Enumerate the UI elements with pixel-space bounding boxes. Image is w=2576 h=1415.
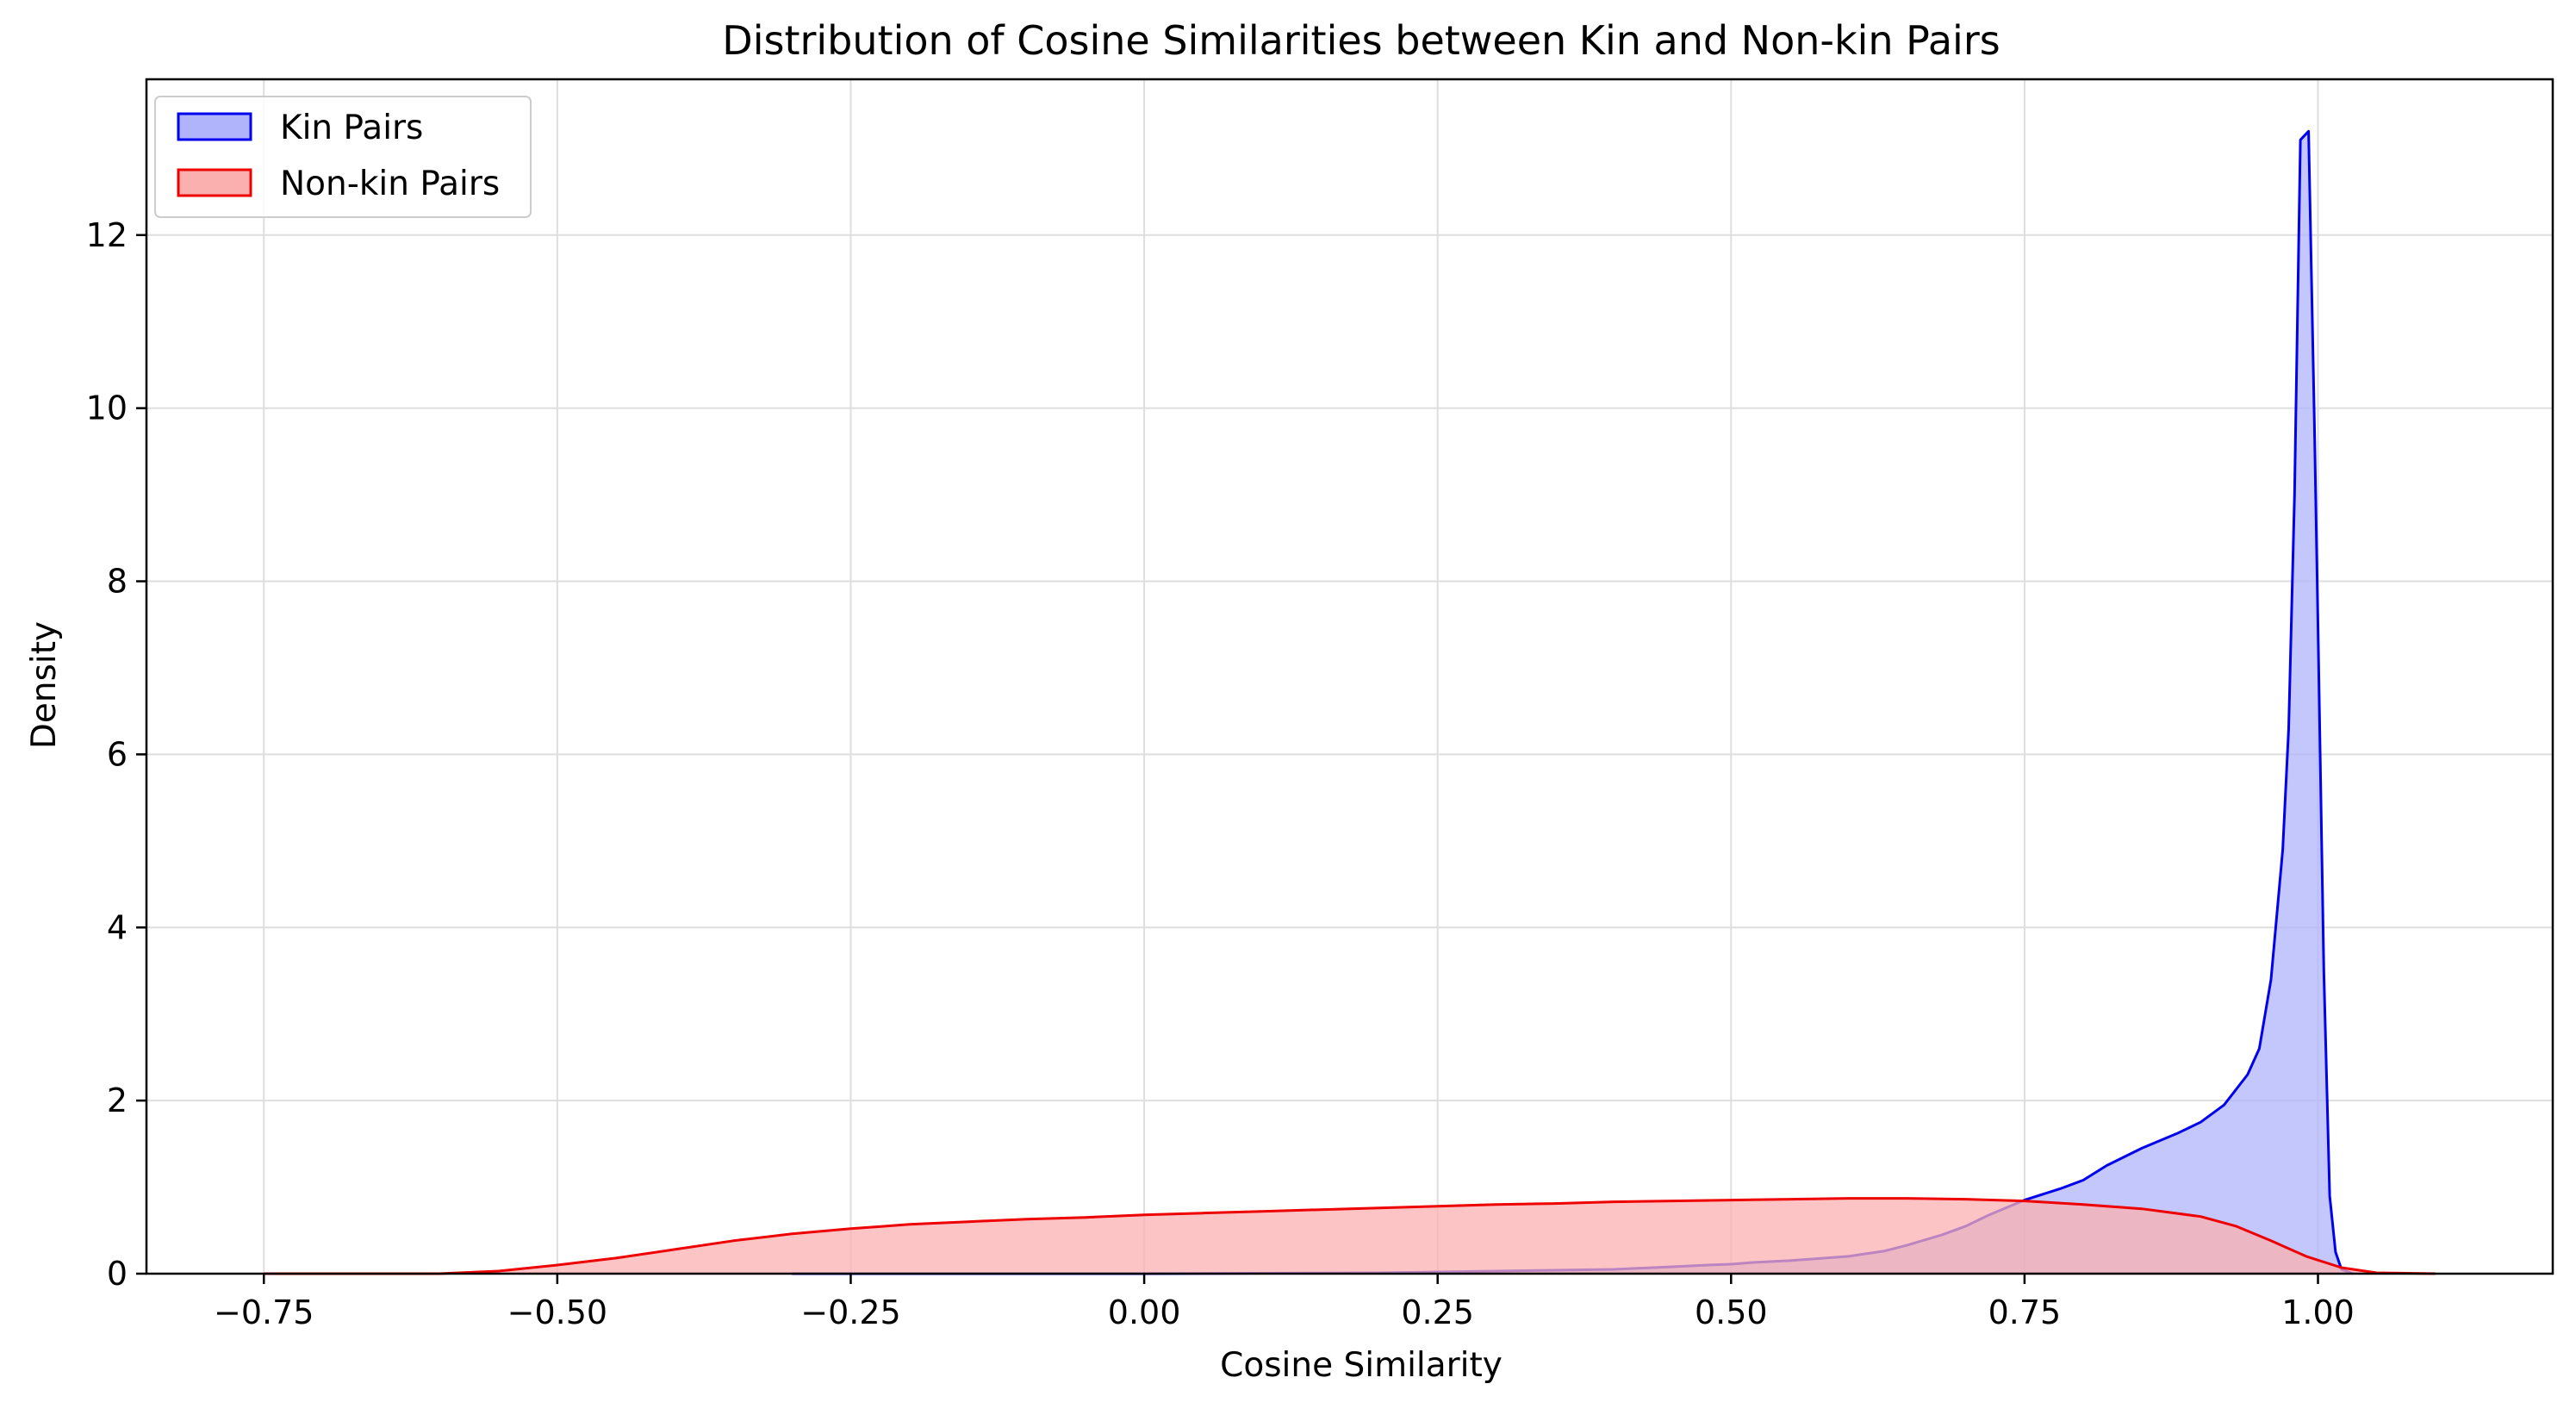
legend-label-kin: Kin Pairs xyxy=(280,109,423,147)
y-tick-label-3: 6 xyxy=(107,735,128,773)
density-line-non-kin-pairs xyxy=(264,1197,2436,1275)
legend-swatch-kin xyxy=(177,112,252,141)
y-axis-label: Density xyxy=(25,621,64,749)
plot-frame xyxy=(145,78,2554,1275)
x-tick-label-1: −0.50 xyxy=(507,1293,607,1331)
y-tick-label-1: 2 xyxy=(107,1082,128,1119)
x-tick-label-7: 1.00 xyxy=(2281,1293,2355,1331)
y-tick-label-5: 10 xyxy=(86,390,128,427)
y-tick-label-2: 4 xyxy=(107,908,128,946)
area-fill-kin-pairs xyxy=(792,131,2354,1274)
legend-swatch-non-kin xyxy=(177,168,252,197)
x-tick-label-5: 0.50 xyxy=(1695,1293,1768,1331)
x-tick-label-4: 0.25 xyxy=(1401,1293,1474,1331)
y-tick-label-0: 0 xyxy=(107,1255,128,1293)
x-tick-label-0: −0.75 xyxy=(214,1293,314,1331)
legend-label-non-kin: Non-kin Pairs xyxy=(280,165,500,203)
x-tick-label-6: 0.75 xyxy=(1988,1293,2062,1331)
x-tick-label-3: 0.00 xyxy=(1108,1293,1181,1331)
y-tick-label-4: 8 xyxy=(107,563,128,601)
legend: Kin Pairs Non-kin Pairs xyxy=(154,96,532,218)
chart-title: Distribution of Cosine Similarities betw… xyxy=(722,17,2000,64)
x-axis-label: Cosine Similarity xyxy=(1220,1346,1503,1385)
axes: −0.75 −0.50 −0.25 0.00 0.25 0.50 0.75 1.00 0 2 4 6 8… xyxy=(86,78,2554,1331)
y-tick-label-6: 12 xyxy=(86,216,128,254)
density-areas xyxy=(264,129,2436,1275)
x-tick-label-2: −0.25 xyxy=(800,1293,900,1331)
area-fill-non-kin-pairs xyxy=(264,1198,2436,1274)
